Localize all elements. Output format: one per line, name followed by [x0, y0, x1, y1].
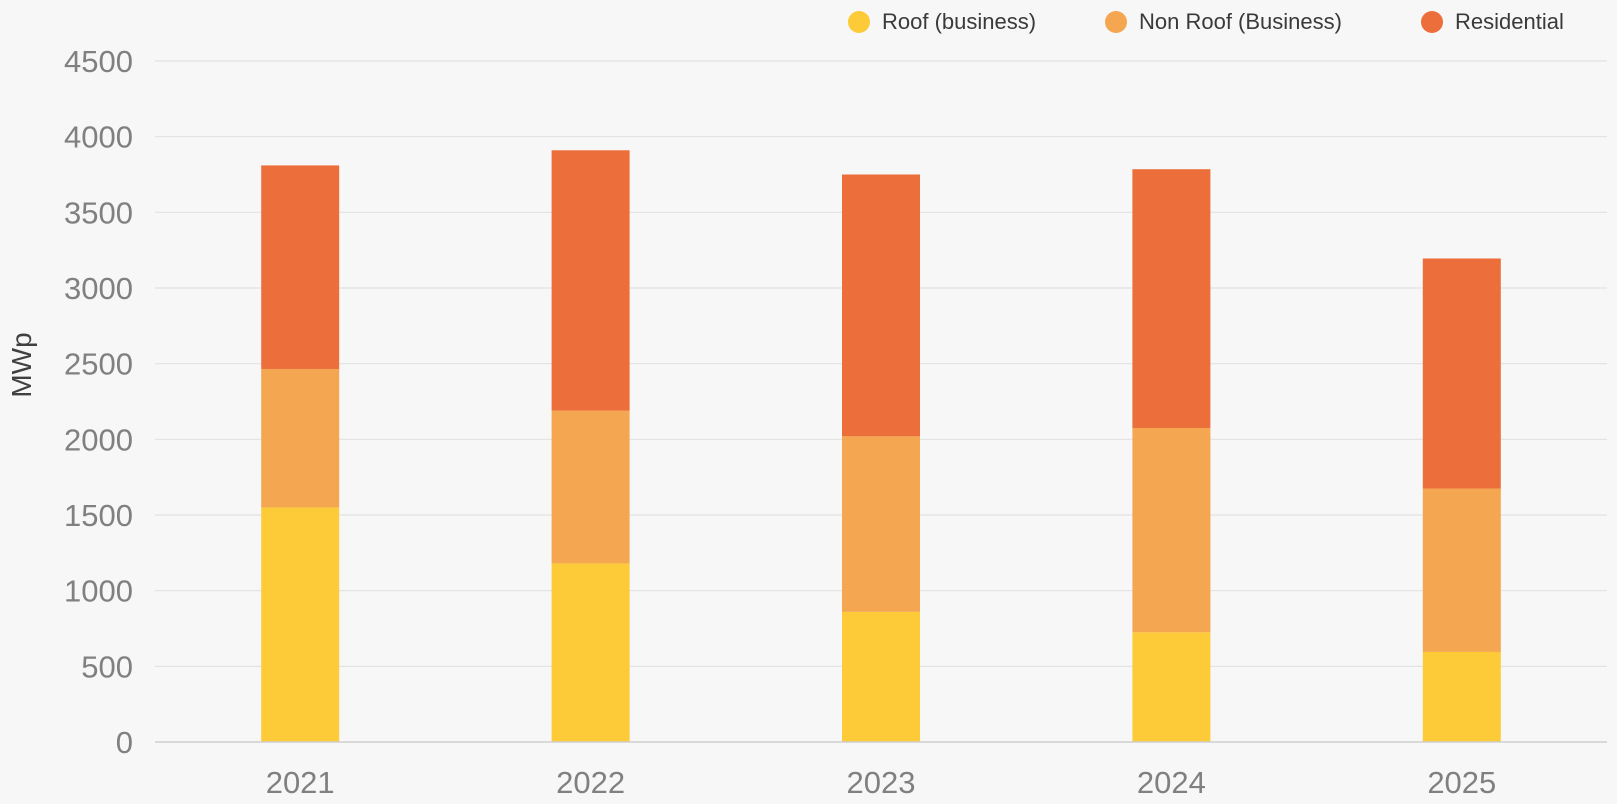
bar-segment-3-2023 — [842, 174, 920, 437]
y-tick-label: 4000 — [64, 120, 133, 155]
bar-segment-3-2022 — [551, 150, 630, 411]
x-tick-label: 2023 — [847, 765, 916, 800]
legend-swatch — [1421, 11, 1443, 33]
y-axis-title: MWp — [6, 332, 37, 397]
y-tick-label: 3000 — [64, 271, 133, 306]
legend-label: Residential — [1455, 9, 1564, 34]
y-tick-label: 3500 — [64, 195, 133, 230]
bars — [261, 150, 1501, 742]
x-tick-label: 2024 — [1137, 765, 1206, 800]
bar-segment-1-2024 — [1132, 632, 1211, 742]
legend-label: Non Roof (Business) — [1139, 9, 1342, 34]
bar-segment-2-2021 — [261, 368, 340, 508]
legend-item: Non Roof (Business) — [1105, 9, 1342, 34]
y-tick-label: 4500 — [64, 44, 133, 79]
legend-item: Residential — [1421, 9, 1564, 34]
x-axis-ticks: 2021 2022 2023 2024 2025 — [266, 765, 1497, 800]
legend: Roof (business) Non Roof (Business) Reside… — [848, 9, 1564, 34]
y-axis-ticks: 0 500 1000 1500 2000 2500 3000 3500 4000 4500 — [64, 44, 133, 760]
x-tick-label: 2025 — [1427, 765, 1496, 800]
x-tick-label: 2022 — [556, 765, 625, 800]
bar-segment-2-2023 — [842, 436, 920, 612]
bar-segment-2-2025 — [1422, 488, 1501, 652]
bar-segment-3-2024 — [1132, 169, 1211, 428]
bar-segment-3-2025 — [1422, 258, 1501, 489]
bar-segment-3-2021 — [261, 165, 340, 369]
y-tick-label: 2500 — [64, 347, 133, 382]
y-tick-label: 1500 — [64, 498, 133, 533]
bar-segment-1-2023 — [842, 611, 920, 742]
x-tick-label: 2021 — [266, 765, 335, 800]
bar-segment-1-2021 — [261, 507, 340, 742]
y-tick-label: 500 — [81, 649, 133, 684]
bar-segment-2-2022 — [551, 410, 630, 564]
y-tick-label: 1000 — [64, 574, 133, 609]
legend-swatch — [1105, 11, 1127, 33]
legend-label: Roof (business) — [882, 9, 1036, 34]
y-tick-label: 2000 — [64, 422, 133, 457]
legend-item: Roof (business) — [848, 9, 1036, 34]
y-tick-label: 0 — [116, 725, 133, 760]
bar-segment-1-2022 — [551, 563, 630, 742]
bar-segment-2-2024 — [1132, 427, 1211, 633]
legend-swatch — [848, 11, 870, 33]
bar-segment-1-2025 — [1422, 651, 1501, 742]
